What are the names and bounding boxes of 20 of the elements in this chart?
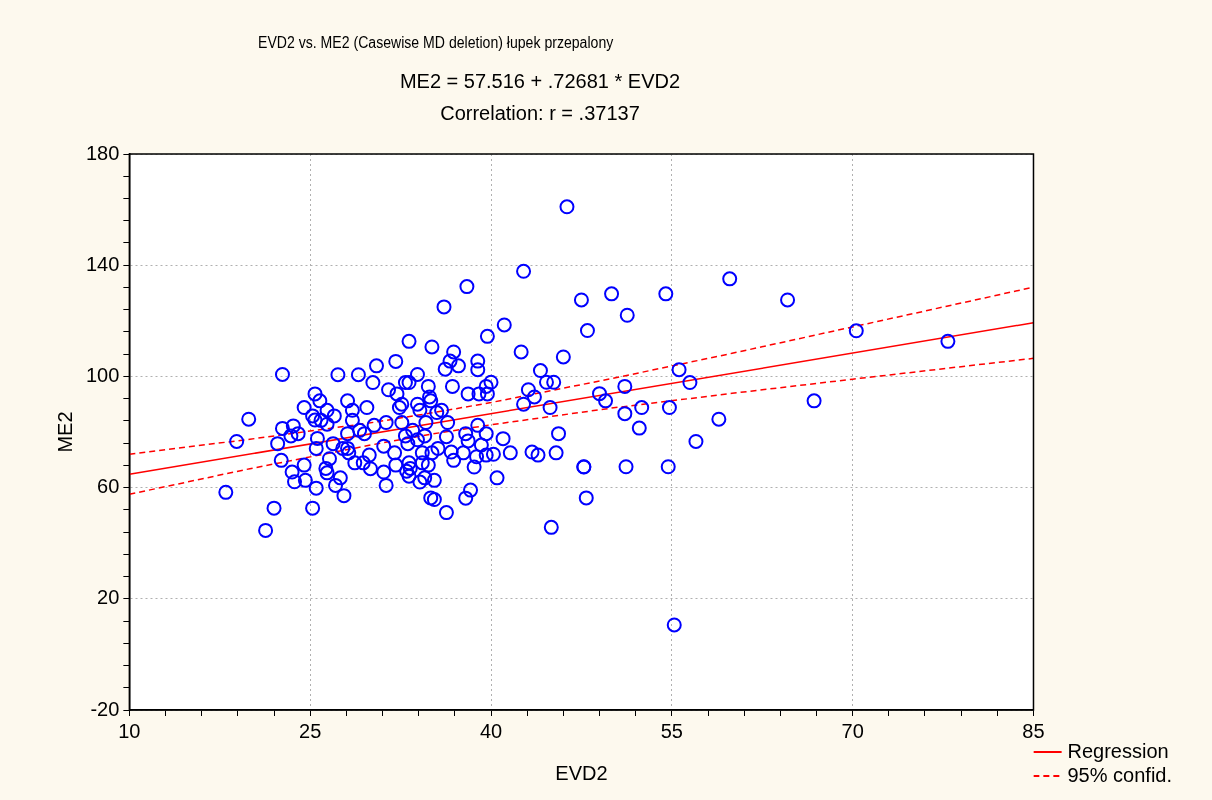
- x-tick-label: 70: [841, 719, 864, 742]
- y-tick-label: 140: [85, 252, 120, 275]
- y-axis-title: ME2: [53, 411, 76, 453]
- x-tick-label: 85: [1022, 719, 1045, 742]
- legend-label: Regression: [1067, 739, 1169, 762]
- line-series: [129, 357, 1034, 496]
- text: Correlation: r = .37137: [439, 102, 641, 125]
- y-tick-label: -20: [90, 697, 120, 720]
- x-axis-title: EVD2: [555, 761, 608, 784]
- y-tick-label: 60: [97, 475, 120, 498]
- y-tick-label: 100: [85, 363, 120, 386]
- y-tick-label: 20: [97, 586, 120, 609]
- x-tick-label: 40: [479, 719, 503, 742]
- x-tick-label: 10: [118, 719, 141, 742]
- x-tick-label: 25: [299, 719, 322, 742]
- chart-subtitle: ME2 = 57.516 + .72681 * EVD2: [398, 70, 682, 93]
- chart-title: EVD2 vs. ME2 (Casewise MD deletion) łupek przepalony: [258, 34, 614, 52]
- legend-label: 95% confid.: [1067, 763, 1172, 786]
- y-tick-label: 180: [85, 141, 120, 164]
- x-tick-label: 55: [660, 719, 683, 742]
